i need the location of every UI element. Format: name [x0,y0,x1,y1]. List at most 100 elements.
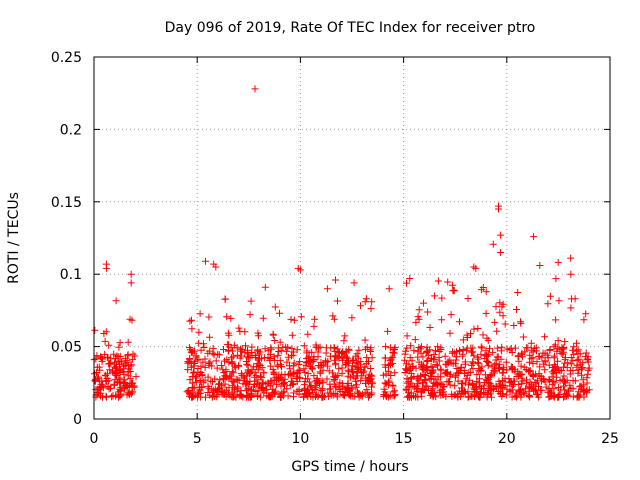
data-point [530,233,538,241]
data-point [467,392,475,400]
data-point [571,377,579,385]
data-point [574,369,582,377]
data-point [391,369,399,377]
data-point [275,348,283,355]
data-point [454,377,462,385]
data-point [466,376,474,384]
data-point [496,308,504,316]
data-point [418,392,426,400]
data-point [283,358,291,366]
data-point [492,303,500,311]
data-point [474,359,482,367]
data-point [541,349,549,357]
data-point [485,379,493,387]
data-point [276,357,284,365]
data-point [212,357,220,365]
data-point [520,363,528,371]
data-point [507,363,515,371]
data-point [453,365,461,372]
data-point [340,392,348,400]
data-point [563,392,571,400]
data-point [246,370,254,378]
data-point [217,362,225,369]
data-point [412,364,420,372]
data-point [541,378,549,386]
data-point [515,370,523,378]
data-point [444,358,452,366]
data-point [546,292,554,300]
data-point [453,353,461,361]
data-point [233,344,241,352]
data-point [446,329,454,337]
data-point [406,275,414,282]
data-point [344,354,351,362]
data-point [275,390,283,398]
data-point [415,358,423,366]
data-point [464,295,472,302]
data-point [457,367,464,375]
data-point [503,391,511,399]
data-point [488,393,495,401]
data-point [451,373,459,381]
data-point [585,386,593,394]
plot-frame [93,56,611,420]
data-point [354,388,361,396]
data-point [401,356,409,364]
data-point [420,299,427,307]
data-point [262,380,270,388]
data-point [257,393,265,401]
data-point [385,362,393,369]
data-point [346,391,354,399]
data-point [98,357,106,365]
data-point [476,375,483,383]
data-point [246,311,254,319]
data-point [446,356,454,364]
data-point [441,352,449,360]
data-point [267,345,275,353]
data-point [367,348,374,355]
data-point [232,393,240,401]
data-point [128,316,136,324]
data-point [93,352,101,360]
data-point [438,386,446,394]
data-point [463,331,471,339]
data-point [288,344,296,352]
data-point [316,343,324,351]
data-point [295,386,303,394]
data-point [391,391,399,399]
data-point [107,359,115,367]
data-point [560,344,568,351]
data-point [567,360,575,368]
data-point [455,368,463,376]
data-point [331,374,339,381]
data-point [525,368,533,376]
data-point [201,355,209,363]
data-point [196,310,204,318]
data-point [368,378,376,386]
data-point [333,391,341,399]
data-point [556,377,564,385]
data-point [546,346,554,353]
data-point [188,325,196,333]
data-point [550,361,558,369]
data-point [391,387,399,395]
data-point [390,346,398,354]
data-point [366,391,373,399]
axis-ticks [93,56,611,420]
data-point [304,393,312,400]
data-point [208,393,216,401]
data-point [526,351,534,359]
data-point [564,391,572,399]
data-point [511,377,519,385]
data-point [501,375,509,383]
data-point [475,360,483,368]
data-point [583,379,591,387]
data-point [223,313,231,321]
data-point [527,339,535,347]
data-point [555,297,563,305]
data-point [536,262,544,269]
data-point [468,361,476,369]
data-point [430,351,438,358]
data-point [478,385,485,393]
